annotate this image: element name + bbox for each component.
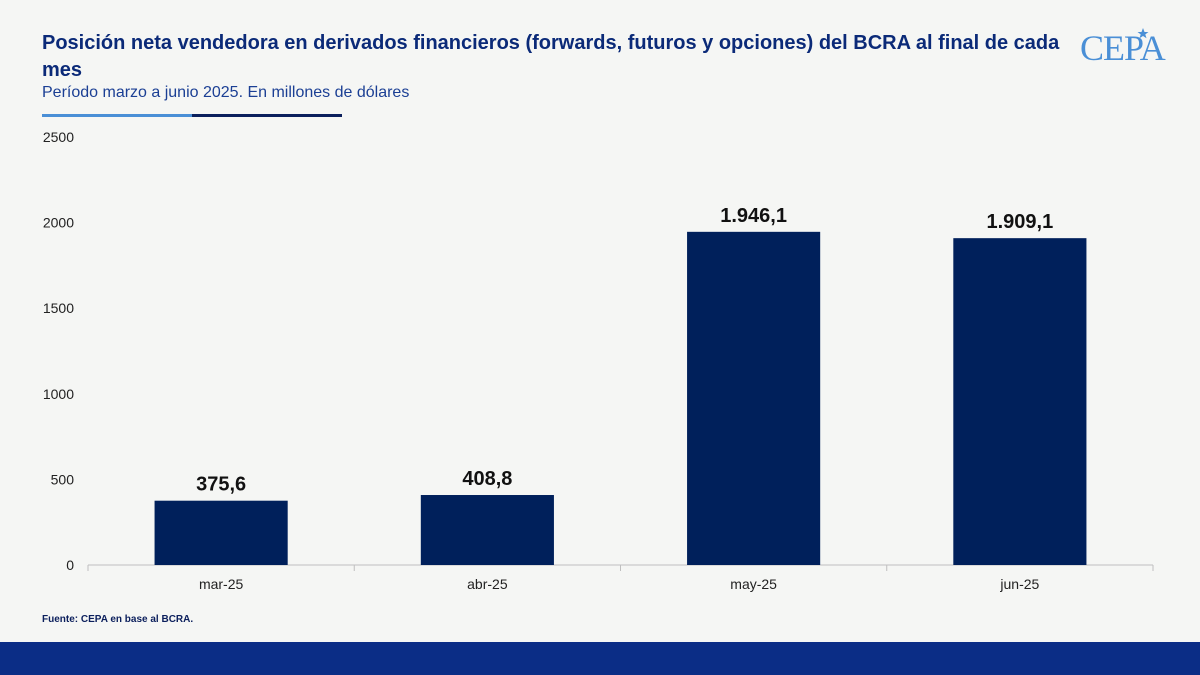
cepa-logo: CEPA xyxy=(1080,26,1172,70)
data-label: 408,8 xyxy=(462,468,512,490)
y-tick-label: 500 xyxy=(51,471,75,487)
title-underline-dark xyxy=(192,114,342,117)
logo-text: CEPA xyxy=(1080,28,1166,68)
y-tick-label: 1000 xyxy=(43,386,74,402)
y-tick-label: 2500 xyxy=(43,129,74,145)
bar xyxy=(953,238,1087,565)
y-tick-label: 1500 xyxy=(43,300,74,316)
x-tick-label: abr-25 xyxy=(467,576,508,592)
y-tick-label: 2000 xyxy=(43,215,74,231)
source-note: Fuente: CEPA en base al BCRA. xyxy=(42,614,194,625)
bar xyxy=(687,231,821,565)
data-label: 1.909,1 xyxy=(987,211,1054,233)
chart-subtitle: Período marzo a junio 2025. En millones … xyxy=(42,84,410,101)
x-tick-label: jun-25 xyxy=(999,576,1039,592)
bar xyxy=(420,495,554,565)
data-label: 1.946,1 xyxy=(720,205,787,227)
logo-star-icon xyxy=(1137,28,1149,39)
x-tick-label: mar-25 xyxy=(199,576,244,592)
x-tick-label: may-25 xyxy=(730,576,777,592)
title-underline-light xyxy=(42,114,192,117)
data-label: 375,6 xyxy=(196,474,246,496)
footer-bar xyxy=(0,642,1200,675)
bar xyxy=(154,500,288,565)
bar-chart: 0 500 1000 1500 2000 2500 375,6 mar-25 408,8 abr-… xyxy=(43,129,1154,592)
chart-title: Posición neta vendedora en derivados fin… xyxy=(42,32,1060,81)
y-tick-label: 0 xyxy=(66,557,74,573)
